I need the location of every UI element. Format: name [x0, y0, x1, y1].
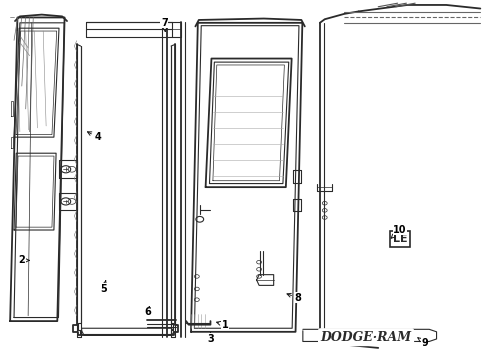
Text: LE: LE: [392, 234, 407, 244]
Text: 9: 9: [417, 338, 427, 347]
Text: 5: 5: [100, 281, 107, 294]
Text: 8: 8: [286, 293, 301, 303]
Text: 1: 1: [216, 320, 228, 330]
Text: 3: 3: [206, 333, 213, 344]
Text: 2: 2: [19, 255, 29, 265]
Text: 6: 6: [143, 306, 150, 317]
Text: 10: 10: [390, 225, 406, 238]
Text: 4: 4: [87, 132, 101, 142]
Text: 7: 7: [161, 18, 167, 32]
Text: DODGE·RAM: DODGE·RAM: [320, 331, 411, 344]
